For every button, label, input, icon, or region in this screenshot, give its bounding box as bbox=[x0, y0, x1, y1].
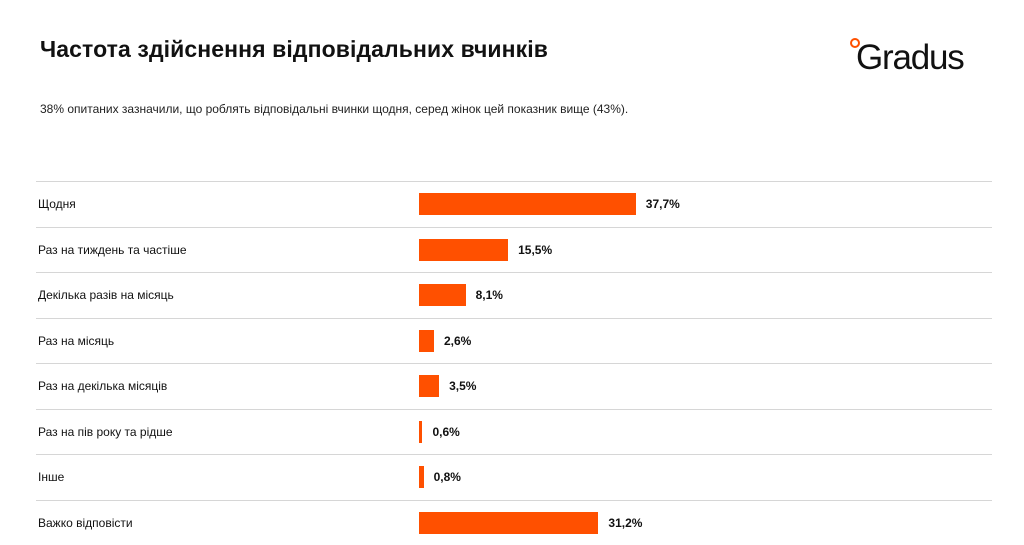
bar-row: Раз на місяць 2,6% bbox=[36, 318, 992, 364]
chart-subtitle: 38% опитаних зазначили, що роблять відпо… bbox=[40, 102, 628, 116]
bar bbox=[419, 239, 508, 261]
bar bbox=[419, 421, 422, 443]
bar bbox=[419, 375, 439, 397]
value-label: 0,6% bbox=[432, 410, 459, 455]
value-label: 2,6% bbox=[444, 319, 471, 364]
bar bbox=[419, 466, 424, 488]
category-label: Раз на тиждень та частіше bbox=[38, 228, 187, 273]
logo-text: Gradus bbox=[856, 38, 964, 78]
value-label: 8,1% bbox=[476, 273, 503, 318]
bar bbox=[419, 284, 466, 306]
bar-row: Інше 0,8% bbox=[36, 454, 992, 500]
value-label: 37,7% bbox=[646, 182, 680, 227]
bar-row: Раз на декілька місяців 3,5% bbox=[36, 363, 992, 409]
category-label: Інше bbox=[38, 455, 64, 500]
bar-row: Щодня 37,7% bbox=[36, 181, 992, 227]
chart-title: Частота здійснення відповідальних вчинкі… bbox=[40, 36, 548, 63]
bar-row: Декілька разів на місяць 8,1% bbox=[36, 272, 992, 318]
bar-row: Раз на тиждень та частіше 15,5% bbox=[36, 227, 992, 273]
bar-row: Важко відповісти 31,2% bbox=[36, 500, 992, 545]
value-label: 3,5% bbox=[449, 364, 476, 409]
gradus-logo: Gradus bbox=[850, 36, 990, 80]
category-label: Декілька разів на місяць bbox=[38, 273, 174, 318]
value-label: 0,8% bbox=[434, 455, 461, 500]
bar-row: Раз на пів року та рідше 0,6% bbox=[36, 409, 992, 455]
bar bbox=[419, 193, 636, 215]
bar bbox=[419, 512, 598, 534]
category-label: Раз на декілька місяців bbox=[38, 364, 167, 409]
category-label: Важко відповісти bbox=[38, 501, 133, 545]
bar bbox=[419, 330, 434, 352]
category-label: Раз на місяць bbox=[38, 319, 114, 364]
category-label: Щодня bbox=[38, 182, 76, 227]
value-label: 31,2% bbox=[608, 501, 642, 545]
category-label: Раз на пів року та рідше bbox=[38, 410, 173, 455]
value-label: 15,5% bbox=[518, 228, 552, 273]
bar-chart: Щодня 37,7% Раз на тиждень та частіше 15,5%… bbox=[36, 181, 992, 545]
